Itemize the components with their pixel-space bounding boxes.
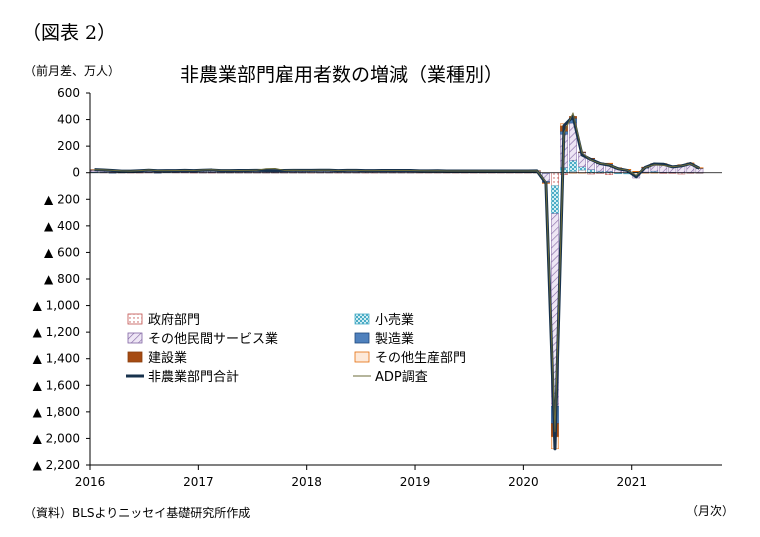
legend-swatch-3 bbox=[354, 332, 370, 344]
x-tick-label-0: 2016 bbox=[75, 475, 106, 489]
series-line-0 bbox=[94, 115, 701, 451]
legend-swatch-5 bbox=[354, 351, 370, 363]
y-tick-label-6: ▲ 600 bbox=[44, 245, 80, 259]
y-tick-label-3: 0 bbox=[72, 166, 80, 180]
legend-label-line-0: 非農業部門合計 bbox=[148, 369, 239, 385]
x-tick-label-3: 2019 bbox=[400, 475, 431, 489]
y-tick-label-10: ▲ 1,400 bbox=[33, 352, 80, 366]
source-note: （資料）BLSよりニッセイ基礎研究所作成 bbox=[24, 506, 251, 520]
legend-label-line-1: ADP調査 bbox=[375, 370, 428, 385]
y-tick-label-5: ▲ 400 bbox=[44, 219, 80, 233]
legend-label-bar-3: 製造業 bbox=[375, 331, 414, 347]
bar-1-51 bbox=[551, 185, 559, 214]
legend-label-bar-0: 政府部門 bbox=[148, 313, 200, 328]
x-tick-label-5: 2021 bbox=[616, 475, 647, 489]
x-tick-label-2: 2018 bbox=[291, 475, 322, 489]
axes-layer: 600 400 200 0 ▲ 200 ▲ 400 ▲ 600 ▲ 800 ▲ 1,000 ▲ 1… bbox=[33, 86, 722, 489]
y-tick-label-8: ▲ 1,000 bbox=[33, 299, 80, 313]
legend-swatch-0 bbox=[127, 313, 143, 325]
y-tick-label-9: ▲ 1,200 bbox=[33, 325, 80, 339]
legend-swatch-4 bbox=[127, 351, 143, 363]
y-tick-label-12: ▲ 1,800 bbox=[33, 405, 80, 419]
bar-1-53 bbox=[569, 159, 577, 172]
y-tick-label-1: 400 bbox=[57, 113, 80, 127]
bar-2-67 bbox=[695, 168, 704, 173]
x-tick-label-4: 2020 bbox=[508, 475, 539, 489]
legend-swatch-1 bbox=[354, 313, 370, 325]
legend-label-bar-2: その他民間サービス業 bbox=[148, 331, 278, 347]
y-tick-label-14: ▲ 2,200 bbox=[33, 458, 80, 472]
legend-label-bar-5: その他生産部門 bbox=[375, 350, 466, 366]
x-axis-unit-label: （月次） bbox=[686, 504, 735, 518]
legend-label-bar-1: 小売業 bbox=[375, 312, 414, 328]
bar-0-51 bbox=[551, 172, 559, 186]
legend-swatch-2 bbox=[127, 332, 143, 344]
series-line-1 bbox=[94, 112, 700, 433]
legend-label-bar-4: 建設業 bbox=[148, 350, 187, 366]
y-tick-label-2: 200 bbox=[57, 139, 80, 153]
chart-title: 非農業部門雇用者数の増減（業種別） bbox=[180, 64, 504, 86]
y-tick-label-4: ▲ 200 bbox=[44, 192, 80, 206]
y-tick-label-7: ▲ 800 bbox=[44, 272, 80, 286]
figure-label: （図表 2） bbox=[22, 22, 117, 44]
x-tick-label-1: 2017 bbox=[183, 475, 214, 489]
line-layer bbox=[94, 112, 701, 451]
bar-1-54 bbox=[578, 166, 586, 171]
y-axis-unit-label: （前月差、万人） bbox=[24, 64, 121, 78]
y-tick-label-11: ▲ 1,600 bbox=[33, 378, 80, 392]
y-tick-label-13: ▲ 2,000 bbox=[33, 431, 80, 445]
bar-1-55 bbox=[587, 169, 595, 173]
y-tick-label-0: 600 bbox=[57, 86, 80, 100]
